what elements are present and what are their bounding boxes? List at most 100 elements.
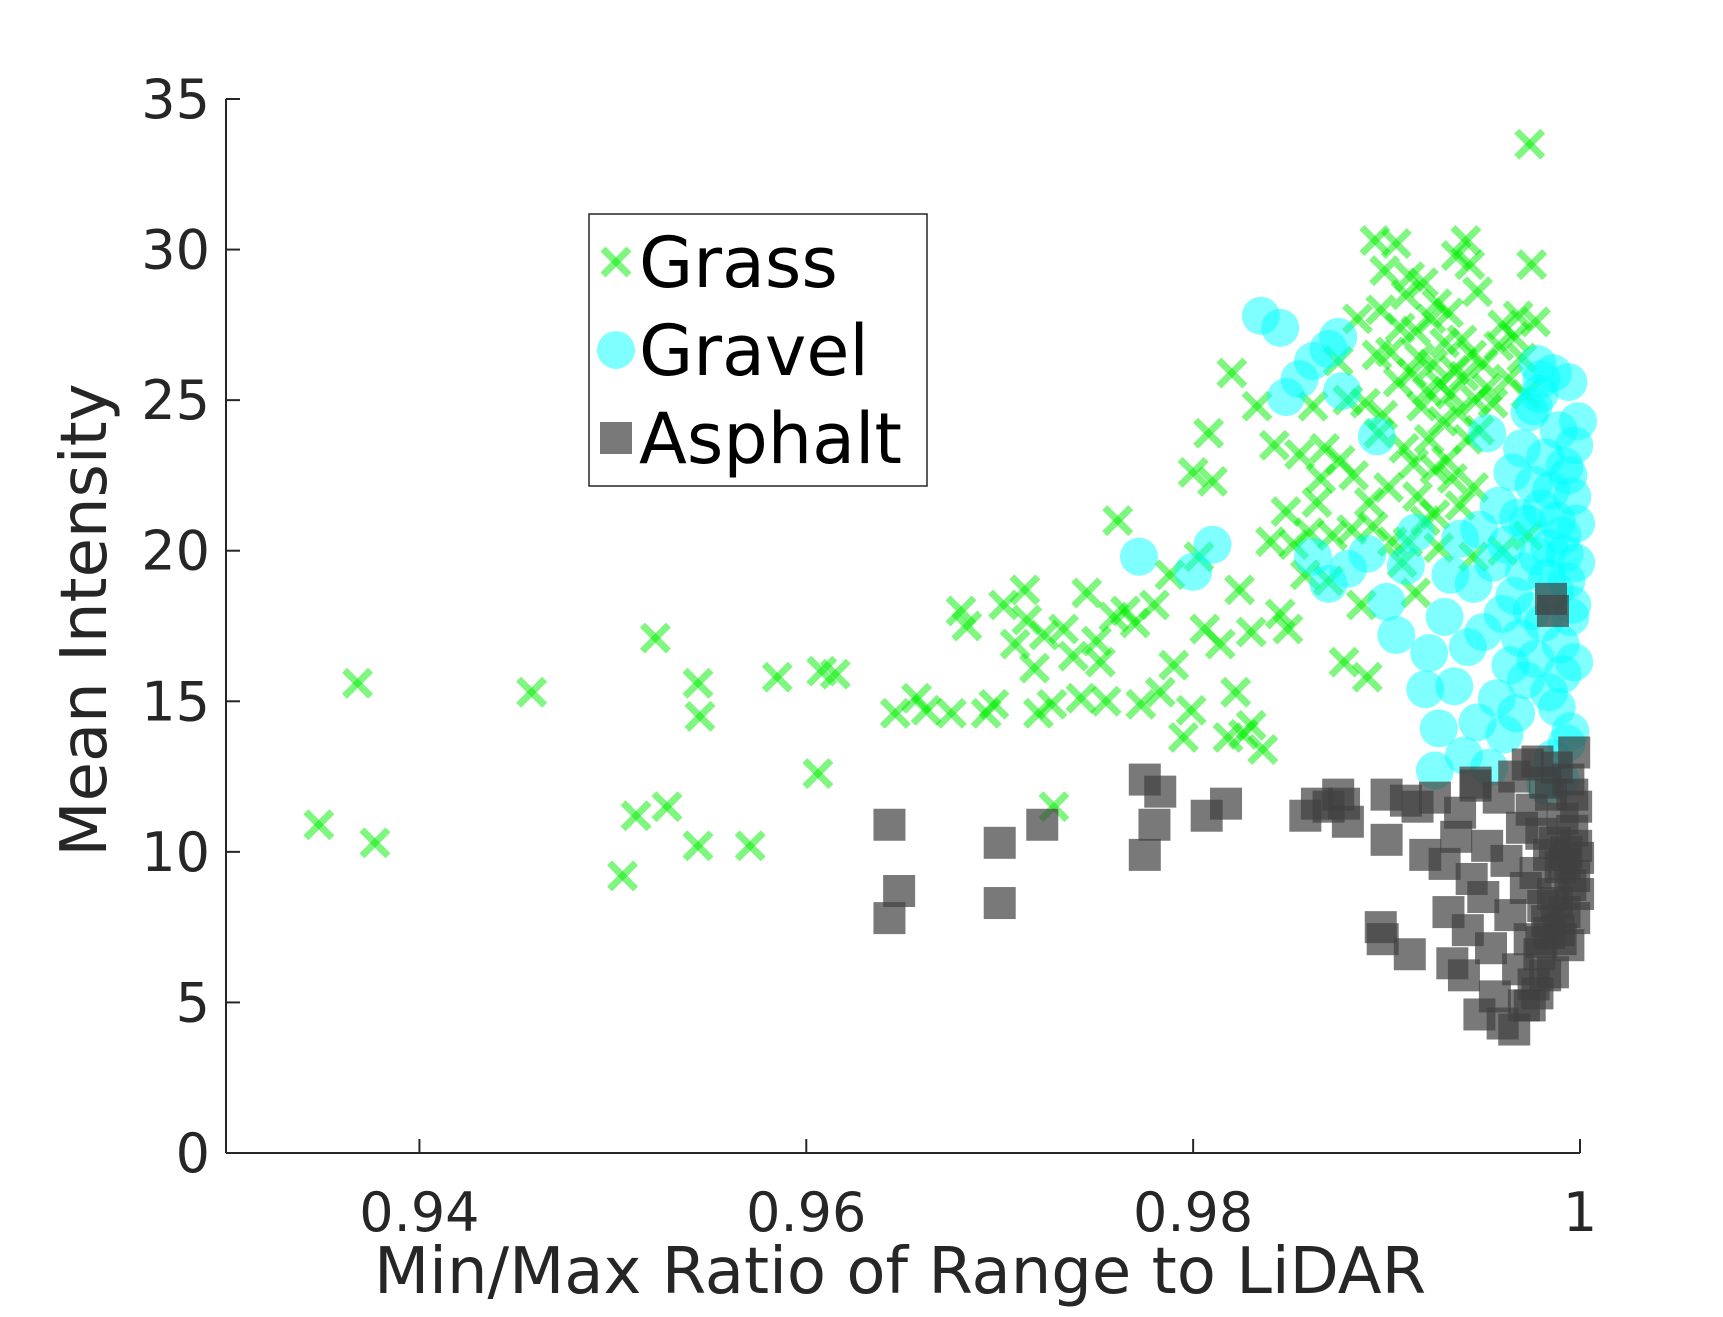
grass-point [1065,682,1097,714]
grass-point [684,700,716,732]
legend-label-grass: Grass [639,222,838,304]
gravel-point [1543,655,1582,694]
grass-point [1048,613,1080,645]
gravel-point [1406,670,1445,709]
grass-point [1009,574,1041,606]
grass-point [1235,709,1267,741]
grass-point [607,860,639,892]
grass-point [1427,405,1459,437]
gravel-point [1323,372,1362,411]
grass-point [819,658,851,690]
y-tick-label: 30 [141,219,210,282]
asphalt-point [1540,887,1573,920]
gravel-point [1415,751,1454,790]
series-asphalt [873,582,1595,1046]
asphalt-point [1331,805,1364,838]
gravel-point [1468,414,1507,453]
grass-point [1432,297,1464,329]
gravel-point [1348,534,1387,573]
gravel-point [1530,528,1569,567]
grass-point [1241,390,1273,422]
tick-labels: 0 5 10 15 20 25 30 35 0.94 0.96 0.98 1 [141,68,1597,1244]
asphalt-point [1370,823,1403,856]
grass-point [1351,661,1383,693]
y-tick-label: 15 [141,670,210,733]
grass-point [1446,324,1478,356]
gravel-point [1357,417,1396,456]
grass-point [682,667,714,699]
legend-marker-asphalt [600,422,632,454]
grass-point [951,610,983,642]
gravel-point [1435,667,1474,706]
asphalt-point [1210,787,1243,820]
grass-point [1036,688,1068,720]
asphalt-point [1144,775,1177,808]
grass-point [978,688,1010,720]
legend-marker-gravel [597,331,635,369]
grass-point [1102,505,1134,537]
grass-point [1369,255,1401,287]
legend-label-gravel: Gravel [639,310,869,392]
gravel-point [1319,317,1358,356]
grass-point [1144,676,1176,708]
gravel-point [1410,634,1449,673]
grass-point [1158,649,1190,681]
grass-point [1270,496,1302,528]
grass-point [1220,676,1252,708]
grass-point [682,830,714,862]
asphalt-point [1026,808,1059,841]
asphalt-point [1558,736,1591,769]
grass-point [1398,447,1430,479]
asphalt-point [1490,844,1523,877]
data-points [303,128,1598,1046]
grass-point [1204,628,1236,660]
gravel-point [1386,546,1425,585]
grass-point [1177,456,1209,488]
grass-point [1138,589,1170,621]
gravel-point [1549,456,1588,495]
gravel-point [1377,616,1416,655]
grass-point [879,697,911,729]
gravel-point [1518,345,1557,384]
asphalt-point [1498,1013,1531,1046]
grass-point [303,809,335,841]
grass-point [516,676,548,708]
y-tick-label: 25 [141,369,210,432]
grass-point [1448,360,1480,392]
grass-point [1071,577,1103,609]
gravel-point [1261,308,1300,347]
asphalt-point [1393,938,1426,971]
grass-point [1125,688,1157,720]
grass-point [761,661,793,693]
asphalt-point [1467,881,1500,914]
grass-point [1450,225,1482,257]
legend-label-asphalt: Asphalt [639,398,902,480]
asphalt-point [983,887,1016,920]
grass-point [1462,276,1493,308]
asphalt-point [1475,932,1508,965]
grass-point [935,697,967,729]
grass-point [1514,128,1546,160]
grass-point [1454,249,1486,281]
gravel-point [1557,504,1596,543]
asphalt-point [883,875,916,908]
asphalt-point [1525,926,1558,959]
grass-point [1258,429,1290,461]
gravel-point [1367,582,1406,621]
x-tick-label: 0.98 [1133,1181,1253,1244]
grass-point [734,830,766,862]
grass-point [1407,267,1439,299]
grass-point [1090,685,1122,717]
asphalt-point [873,902,906,935]
asphalt-point [1366,923,1399,956]
x-tick-label: 0.94 [359,1181,479,1244]
grass-point [1264,598,1296,630]
gravel-point [1396,513,1435,552]
asphalt-point [873,808,906,841]
grass-point [1477,387,1509,419]
grass-point [988,589,1020,621]
y-tick-label: 5 [176,971,210,1034]
grass-point [1216,357,1248,389]
